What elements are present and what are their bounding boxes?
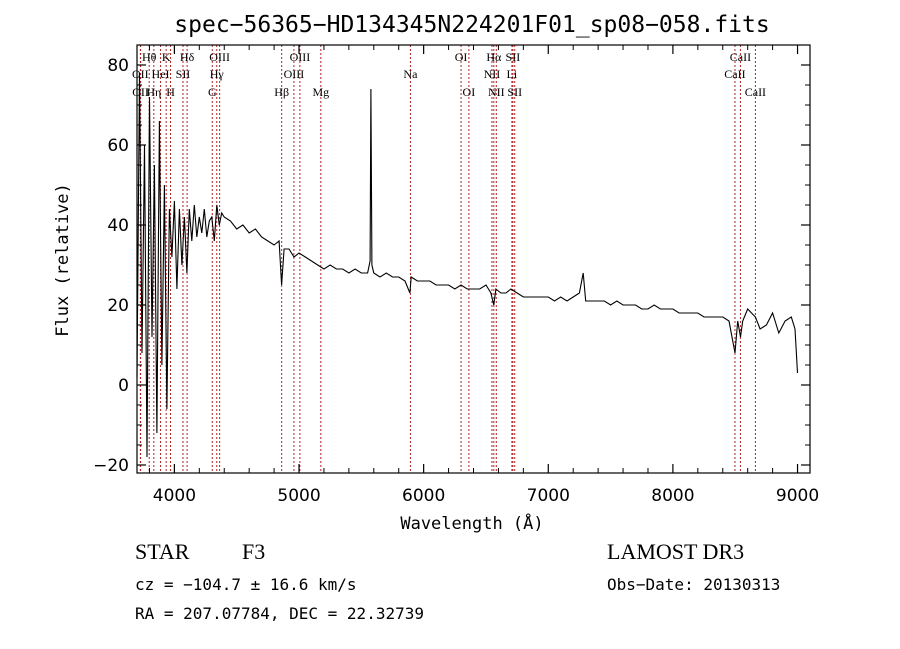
x-axis-label: Wavelength (Å) [400, 512, 543, 534]
x-tick-label: 5000 [277, 486, 320, 506]
line-marker-label: Hβ [274, 85, 289, 99]
line-marker-label: K [162, 50, 171, 64]
y-tick-label: −20 [93, 456, 129, 476]
line-marker-label: OI [455, 50, 468, 64]
line-marker-label: CaII [730, 50, 751, 64]
x-tick-label: 9000 [776, 486, 819, 506]
line-marker-label: Hη [146, 85, 161, 99]
y-tick-label: 20 [107, 296, 129, 316]
chart-title: spec−56365−HD134345N224201F01_sp08−058.f… [174, 12, 769, 38]
line-marker-label: HeI [152, 67, 170, 81]
x-tick-label: 8000 [651, 486, 694, 506]
line-marker-label: NII [488, 85, 505, 99]
emission-line-markers [139, 45, 756, 473]
line-marker-label: OI [463, 85, 476, 99]
line-marker-label: H [166, 85, 175, 99]
line-marker-label: OII [132, 67, 149, 81]
line-marker-label: OIII [290, 50, 311, 64]
line-marker-label: SII [507, 85, 522, 99]
line-marker-label: CaII [745, 85, 766, 99]
line-marker-label: NII [484, 67, 501, 81]
line-marker-label: Hγ [210, 67, 225, 81]
x-tick-label: 4000 [153, 486, 196, 506]
line-marker-label: CaII [724, 67, 745, 81]
y-axis-label: Flux (relative) [53, 183, 73, 337]
line-marker-label: Hδ [180, 50, 195, 64]
y-tick-label: 60 [107, 136, 129, 156]
line-marker-label: G [208, 85, 217, 99]
line-marker-label: OIII [284, 67, 305, 81]
line-marker-label: Li [507, 67, 518, 81]
coordinates-info: RA = 207.07784, DEC = 22.32739 [135, 604, 424, 623]
survey-name: LAMOST DR3 [607, 539, 744, 564]
y-tick-label: 40 [107, 216, 129, 236]
object-class: STAR [135, 539, 190, 564]
y-tick-label: 0 [118, 376, 129, 396]
x-tick-label: 6000 [402, 486, 445, 506]
line-marker-label: Hθ [142, 50, 157, 64]
obs-date: Obs−Date: 20130313 [607, 575, 780, 594]
y-axis-ticks: −20 0 20 40 60 80 [93, 56, 810, 476]
line-marker-label: OIII [209, 50, 230, 64]
y-tick-label: 80 [107, 56, 129, 76]
line-marker-label: Na [403, 67, 418, 81]
line-marker-label: SII [506, 50, 521, 64]
plot-frame [136, 44, 811, 474]
x-tick-label: 7000 [527, 486, 570, 506]
line-marker-label: SII [176, 67, 191, 81]
velocity-info: cz = −104.7 ± 16.6 km/s [135, 575, 357, 594]
x-axis-ticks: 4000 5000 6000 7000 8000 9000 [148, 45, 819, 506]
object-subclass: F3 [242, 539, 265, 564]
spectrum-line [136, 72, 799, 458]
line-marker-label: Mg [312, 85, 329, 99]
line-marker-label: Hα [486, 50, 502, 64]
